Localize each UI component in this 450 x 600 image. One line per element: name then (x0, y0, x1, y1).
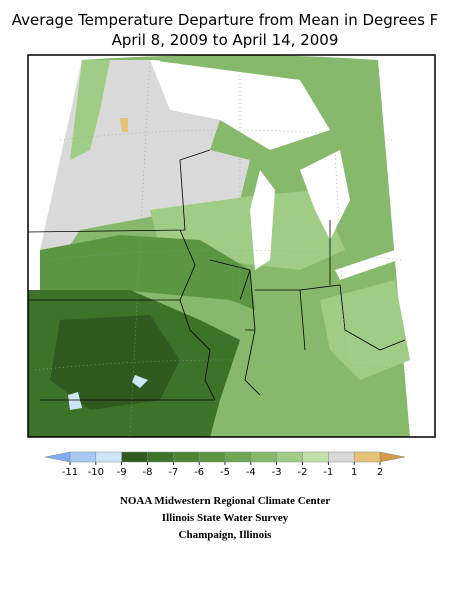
colorbar-tick-label: -4 (246, 467, 256, 478)
colorbar-tick-label: -5 (220, 467, 230, 478)
colorbar-tick-label: -11 (62, 467, 78, 478)
state-lines (28, 149, 406, 401)
colorbar-bin (276, 451, 303, 463)
colorbar-tick-label: -7 (168, 467, 178, 478)
map-frame (27, 54, 436, 438)
map-area (28, 55, 411, 437)
lake-superior (150, 60, 330, 150)
colorbar-bin (198, 451, 226, 463)
colorbar-tick-label: -6 (194, 467, 204, 478)
colorbar-bin (302, 451, 329, 463)
colorbar-bin (121, 451, 148, 463)
zone-darkest (50, 315, 180, 410)
colorbar-tick-label: -10 (88, 467, 104, 478)
colorbar-under (44, 451, 71, 463)
credit: Illinois State Water Survey (162, 512, 289, 524)
colorbar-bin (224, 451, 252, 463)
colorbar-tick-label: -8 (143, 467, 153, 478)
colorbar-over (379, 451, 406, 463)
patch-cold (68, 392, 82, 410)
title: Average Temperature Departure from Mean … (12, 11, 439, 29)
lake-michigan (250, 170, 275, 270)
colorbar-bin (95, 451, 122, 463)
colorbar: -11 -10 -9 -8 -7 -6 -5 -4 -3 -2 -1 1 2 (44, 451, 406, 478)
colorbar-bin (353, 451, 381, 463)
colorbar-tick-label: -2 (298, 467, 308, 478)
colorbar-tick-label: -1 (323, 467, 333, 478)
colorbar-bin (147, 451, 174, 463)
colorbar-tick-label: 2 (377, 467, 383, 478)
zone-light (70, 60, 110, 160)
colorbar-bin (250, 451, 277, 463)
credit: NOAA Midwestern Regional Climate Center (120, 495, 330, 507)
colorbar-tick-label: -9 (117, 467, 127, 478)
lake-erie (335, 250, 398, 280)
lake-huron (300, 150, 350, 240)
subtitle: April 8, 2009 to April 14, 2009 (112, 31, 339, 49)
colorbar-tick-label: -3 (272, 467, 282, 478)
colorbar-bin (173, 451, 200, 463)
colorbar-bin (69, 451, 97, 463)
patch-cold (132, 375, 148, 388)
colorbar-tick-label: 1 (351, 467, 357, 478)
map (27, 54, 436, 438)
patch-warm (120, 118, 128, 132)
credit: Champaign, Illinois (179, 529, 273, 541)
colorbar-bin (328, 451, 355, 463)
